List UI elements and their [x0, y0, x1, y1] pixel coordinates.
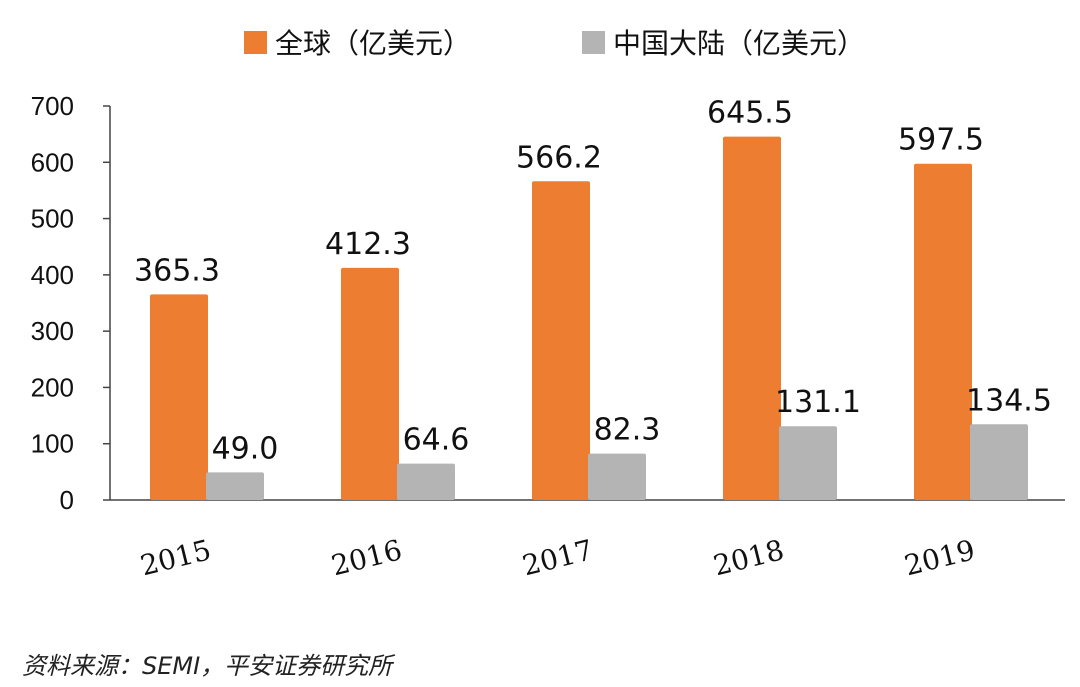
y-tick-label: 0 — [60, 485, 74, 515]
data-label: 49.0 — [212, 431, 279, 466]
bar-global — [341, 267, 399, 500]
bar-china — [970, 424, 1028, 500]
bar-global — [532, 181, 590, 500]
x-tick-label: 2019 — [901, 533, 978, 582]
y-tick-label: 600 — [31, 147, 74, 177]
legend-swatch — [244, 31, 267, 54]
data-label: 566.2 — [516, 140, 602, 175]
bar-global — [150, 294, 208, 500]
data-label: 645.5 — [707, 96, 793, 131]
bar-china — [779, 426, 837, 500]
x-tick-label: 2016 — [328, 533, 405, 582]
y-tick-label: 300 — [31, 316, 74, 346]
legend-swatch — [582, 31, 605, 54]
bar-china — [397, 463, 455, 500]
bar-china — [206, 472, 264, 500]
y-tick-label: 500 — [31, 204, 74, 234]
bar-china — [588, 453, 646, 500]
y-tick-label: 100 — [31, 429, 74, 459]
legend-label: 全球（亿美元） — [275, 27, 471, 60]
y-tick-label: 400 — [31, 260, 74, 290]
data-label: 82.3 — [594, 413, 661, 448]
x-tick-label: 2018 — [710, 533, 787, 582]
bar-global — [723, 136, 781, 500]
data-label: 365.3 — [134, 253, 220, 288]
x-tick-label: 2015 — [137, 533, 214, 582]
source-note: 资料来源：SEMI，平安证券研究所 — [22, 652, 393, 680]
y-tick-label: 700 — [31, 91, 74, 121]
legend-label: 中国大陆（亿美元） — [613, 27, 865, 60]
y-tick-label: 200 — [31, 372, 74, 402]
x-tick-label: 2017 — [519, 533, 596, 582]
data-label: 64.6 — [403, 423, 470, 458]
data-label: 597.5 — [898, 123, 984, 158]
data-label: 412.3 — [325, 227, 411, 262]
bar-global — [914, 163, 972, 500]
data-label: 131.1 — [775, 385, 861, 420]
data-label: 134.5 — [966, 383, 1052, 418]
bar-chart: 0 100 200 300 400 500 600 700 365.3 412.3 566.2 645… — [31, 27, 1065, 582]
